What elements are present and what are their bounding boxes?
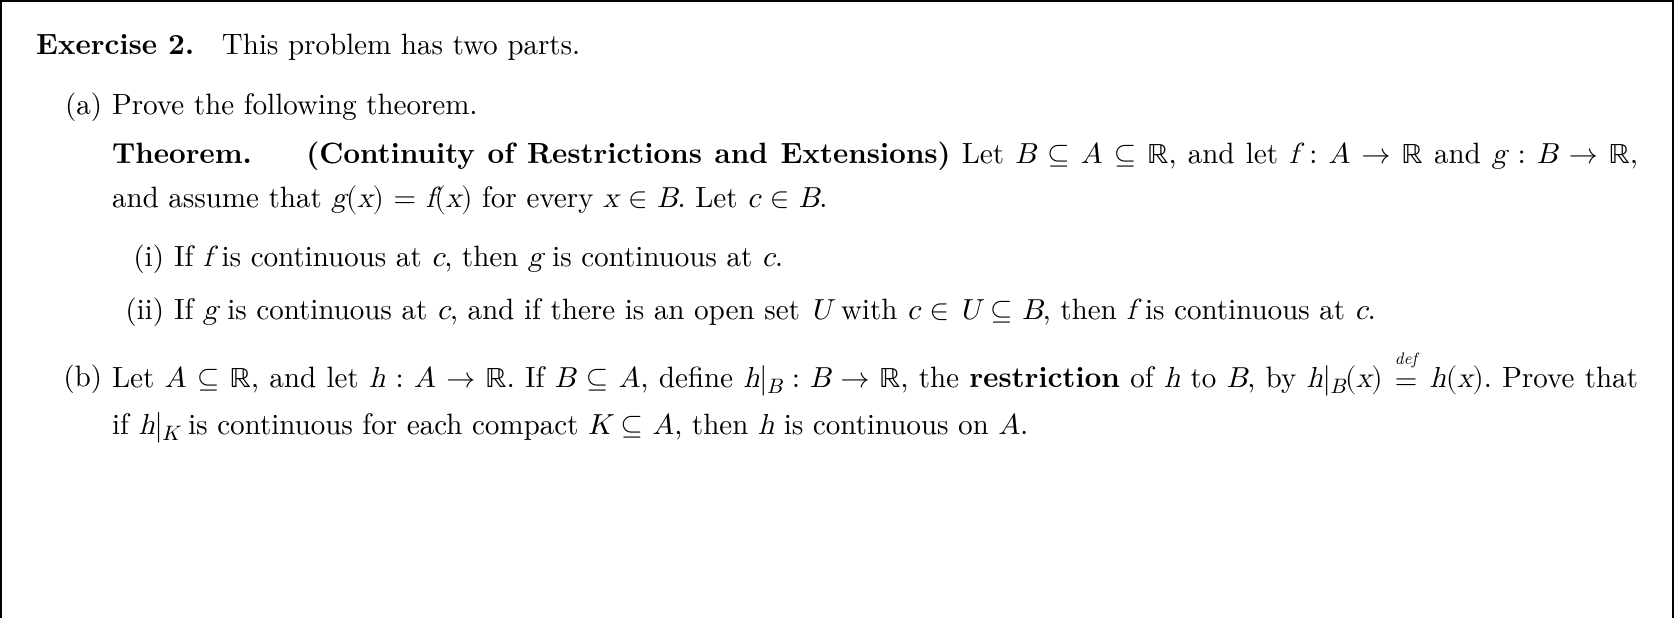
exercise-label: Exercise 2. xyxy=(36,21,194,63)
theorem-items: (i) If f is continuous at c, then g is c… xyxy=(112,235,1638,331)
theorem-heading: Theorem. xyxy=(112,130,252,172)
part-a-marker: (a) xyxy=(52,83,102,123)
def-equals-symbol: def= xyxy=(1393,363,1420,392)
part-a-lead: Prove the following theorem. xyxy=(112,83,1638,123)
theorem-item-ii-text: If g is continuous at c, and if there is… xyxy=(174,288,1638,331)
theorem-title: (Continuity of Restrictions and Extensio… xyxy=(306,130,950,172)
part-b: (b) Let A ⊆ ℝ, and let h : A → ℝ. If B ⊆… xyxy=(112,355,1638,449)
theorem-item-i-text: If f is continuous at c, then g is conti… xyxy=(174,235,1638,278)
exercise-container: Exercise 2. This problem has two parts. … xyxy=(0,0,1674,618)
part-b-marker: (b) xyxy=(52,355,102,395)
parts-list: (a) Prove the following theorem. Theorem… xyxy=(36,83,1638,449)
theorem-item-ii: (ii) If g is continuous at c, and if the… xyxy=(174,288,1638,331)
theorem-item-ii-marker: (ii) xyxy=(112,288,164,328)
theorem-item-i-marker: (i) xyxy=(112,235,164,275)
part-a: (a) Prove the following theorem. Theorem… xyxy=(112,83,1638,331)
exercise-heading-line: Exercise 2. This problem has two parts. xyxy=(36,22,1638,63)
theorem-block: Theorem. (Continuity of Restrictions and… xyxy=(112,131,1638,219)
exercise-intro: This problem has two parts. xyxy=(222,22,580,63)
theorem-item-i: (i) If f is continuous at c, then g is c… xyxy=(174,235,1638,278)
part-b-text: Let A ⊆ ℝ, and let h : A → ℝ. If B ⊆ A, … xyxy=(112,355,1638,449)
